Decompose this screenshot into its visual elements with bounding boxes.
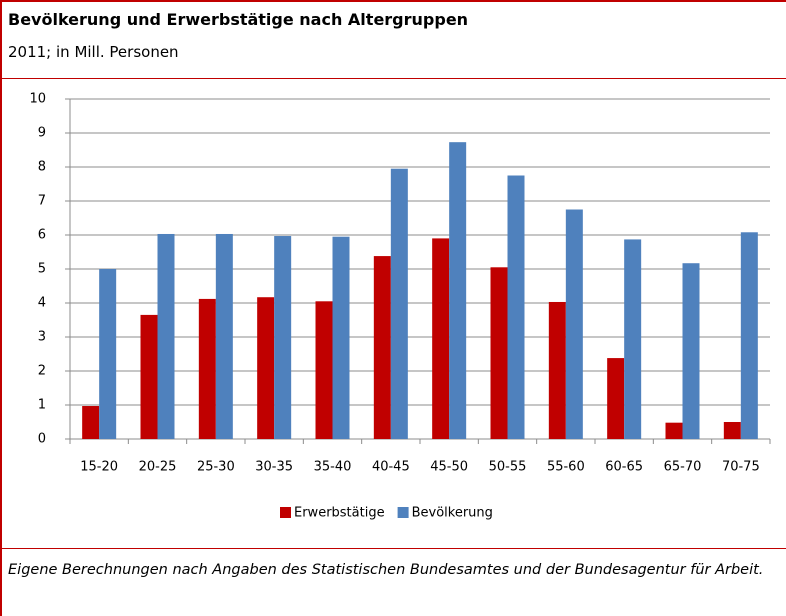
bar [274,236,292,439]
y-tick-label: 2 [38,364,46,379]
y-tick-label: 7 [38,194,46,209]
bar [449,142,467,439]
bar [373,256,391,439]
legend-swatch [280,507,291,518]
x-tick-label: 60-65 [605,460,643,475]
y-tick-label: 5 [38,262,46,277]
bar [332,236,350,439]
bar [215,233,233,439]
x-tick-label: 25-30 [197,460,235,475]
y-tick-label: 1 [38,398,46,413]
bar [607,358,625,439]
bar [565,209,583,439]
y-tick-label: 8 [38,160,46,175]
separator [2,78,786,79]
bar [490,267,508,439]
bar [99,269,117,439]
x-tick-label: 30-35 [255,460,293,475]
bar [740,232,758,439]
y-tick-label: 9 [38,126,46,141]
x-tick-label: 20-25 [139,460,177,475]
y-tick-label: 10 [29,92,46,107]
bar [82,406,100,439]
separator [2,548,786,549]
footnote: Eigene Berechnungen nach Angaben des Sta… [8,562,764,578]
bar [665,422,683,439]
x-tick-label: 15-20 [80,460,118,475]
chart-subtitle: 2011; in Mill. Personen [8,43,179,61]
bar [507,175,525,439]
bar [257,297,275,439]
bar [198,298,216,439]
bar [624,239,642,439]
bar [682,263,700,439]
bar [390,168,408,439]
x-tick-label: 50-55 [489,460,527,475]
legend-label: Erwerbstätige [294,506,385,521]
x-tick-label: 45-50 [430,460,468,475]
y-tick-label: 6 [38,228,46,243]
legend-label: Bevölkerung [412,506,493,521]
x-tick-label: 40-45 [372,460,410,475]
bar [140,314,158,439]
bar [315,301,333,439]
x-tick-label: 70-75 [722,460,760,475]
x-tick-label: 35-40 [314,460,352,475]
bar [432,238,450,439]
bar [157,233,175,439]
legend-swatch [397,507,409,518]
y-tick-label: 4 [38,296,46,311]
x-tick-label: 65-70 [664,460,702,475]
chart-title: Bevölkerung und Erwerbstätige nach Alter… [8,10,469,29]
bar [723,422,741,439]
bar [548,301,566,439]
y-tick-label: 0 [38,432,46,447]
x-tick-label: 55-60 [547,460,585,475]
y-tick-label: 3 [38,330,46,345]
